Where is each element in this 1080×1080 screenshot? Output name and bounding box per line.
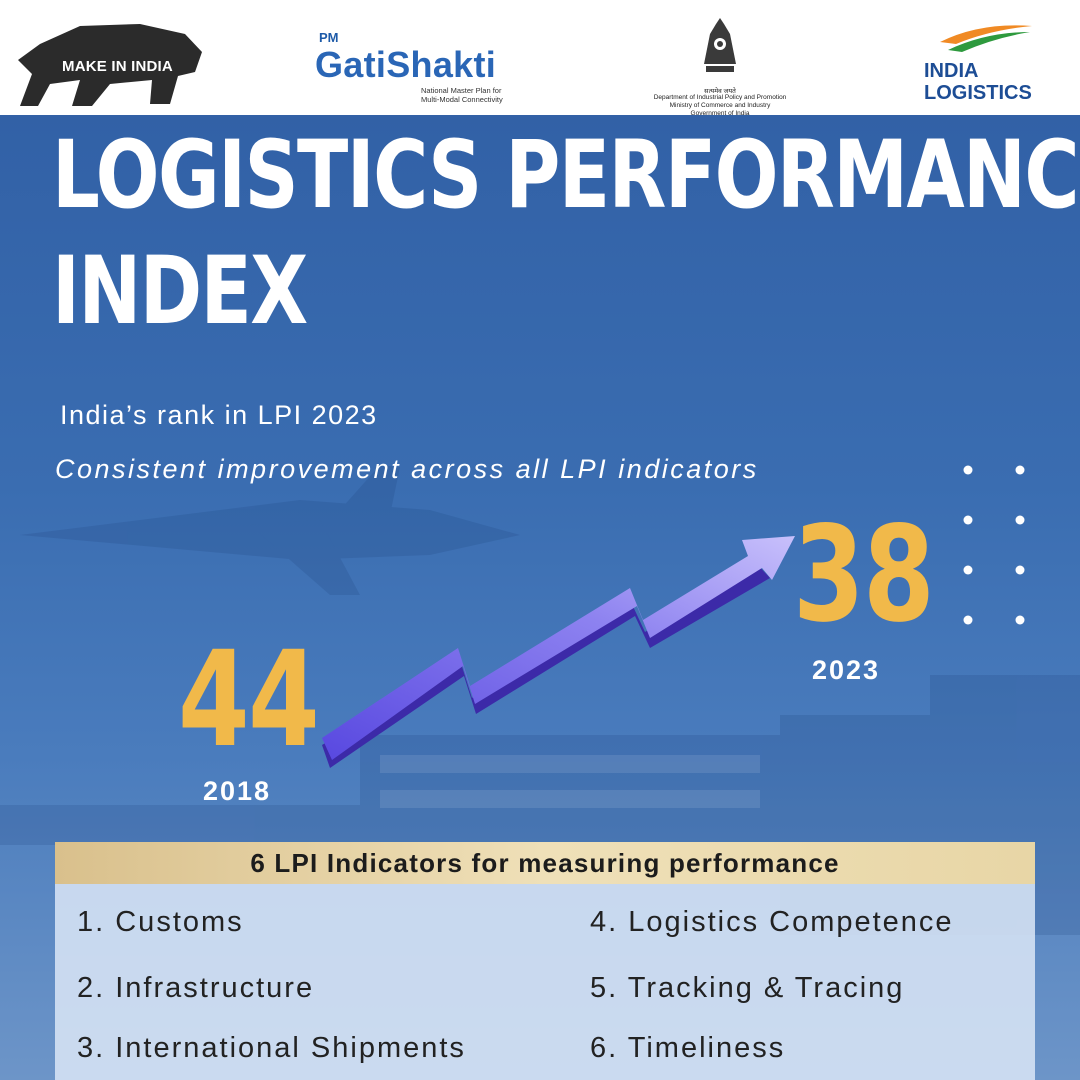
national-emblem-icon xyxy=(704,18,736,72)
rank-2018-year: 2018 xyxy=(203,776,272,806)
dpiit-line-2: Ministry of Commerce and Industry xyxy=(669,102,771,109)
indicator-item: 1. Customs xyxy=(77,906,244,938)
gati-shakti-name: GatiShakti xyxy=(315,44,497,85)
subtitle: India’s rank in LPI 2023 xyxy=(60,400,378,430)
indicator-item: 5. Tracking & Tracing xyxy=(590,972,905,1004)
rank-2018-value: 44 xyxy=(178,623,320,777)
dpiit-line-1: Department of Industrial Policy and Prom… xyxy=(653,94,787,101)
indicator-item: 3. International Shipments xyxy=(77,1032,466,1064)
rising-arrow-icon xyxy=(322,536,795,768)
decorative-dots xyxy=(963,465,1025,625)
flag-swoosh-icon xyxy=(940,25,1032,52)
make-in-india-logo: MAKE IN INDIA xyxy=(10,14,210,108)
indicators-title: 6 LPI Indicators for measuring performan… xyxy=(250,848,840,878)
make-in-india-text: MAKE IN INDIA xyxy=(62,58,173,75)
indicators-header: 6 LPI Indicators for measuring performan… xyxy=(55,842,1035,884)
gati-shakti-tagline: National Master Plan for Multi-Modal Con… xyxy=(421,86,503,104)
india-logistics-logo: INDIA LOGISTICS xyxy=(920,20,1050,112)
indicator-item: 6. Timeliness xyxy=(590,1032,786,1064)
tagline: Consistent improvement across all LPI in… xyxy=(55,454,759,484)
india-logistics-text: INDIA LOGISTICS xyxy=(924,60,1032,104)
dpiit-line-3: Government of India xyxy=(690,110,750,117)
page-title: LOGISTICS PERFORMANCE INDEX xyxy=(52,118,1080,350)
indicator-item: 2. Infrastructure xyxy=(77,972,315,1004)
dpiit-motto: सत्यमेव जयते xyxy=(704,88,736,95)
pm-gati-shakti-logo: PM GatiShakti National Master Plan for M… xyxy=(315,30,530,110)
title-line-1: LOGISTICS PERFORMANCE xyxy=(52,121,1080,230)
indicator-item: 4. Logistics Competence xyxy=(590,906,954,938)
logo-band: MAKE IN INDIA PM GatiShakti National Mas… xyxy=(0,0,1080,117)
pm-label: PM xyxy=(319,30,339,45)
rank-2023-value: 38 xyxy=(793,498,935,652)
dpiit-logo: सत्यमेव जयते Department of Industrial Po… xyxy=(640,14,800,117)
rank-2023-year: 2023 xyxy=(812,655,881,685)
indicators-panel: 1. Customs 2. Infrastructure 3. Internat… xyxy=(55,884,1035,1080)
title-line-2: INDEX xyxy=(52,237,308,346)
lion-icon xyxy=(18,24,202,106)
